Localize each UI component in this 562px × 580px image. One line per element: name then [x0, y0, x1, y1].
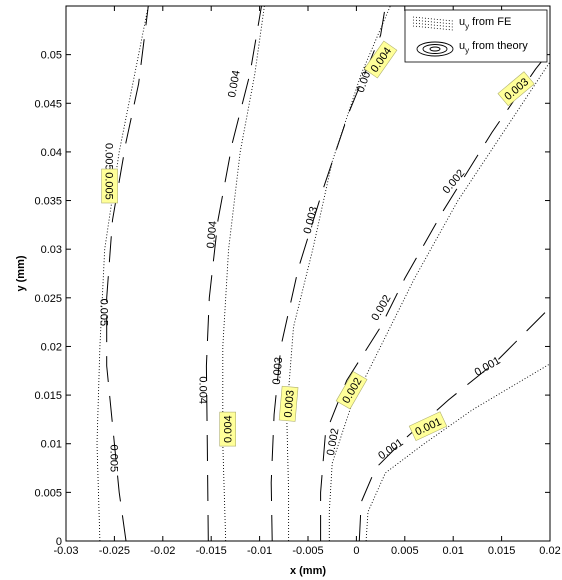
- x-tick-label: 0: [353, 545, 359, 557]
- x-tick-label: -0.025: [99, 545, 130, 557]
- x-tick-label: -0.03: [53, 545, 78, 557]
- x-tick-label: 0.005: [391, 545, 419, 557]
- legend-dotted-stroke: [412, 19, 454, 25]
- theory-contour-0.002: [320, 50, 550, 541]
- y-tick-label: 0.025: [34, 293, 62, 305]
- y-tick-label: 0.04: [41, 147, 62, 159]
- contour-label-group: 0.001: [408, 411, 448, 442]
- legend: uy from FE uy from theory: [404, 9, 548, 63]
- contour-label: 0.002: [441, 167, 468, 196]
- legend-dotted-stroke: [412, 22, 454, 28]
- legend-ellipse: [416, 41, 454, 57]
- contour-label-highlight: [219, 411, 236, 447]
- contour-label: 0.004: [197, 376, 209, 404]
- plot-frame: [65, 5, 551, 542]
- contour-label: 0.002: [325, 427, 342, 456]
- contour-label: 0.004: [205, 220, 219, 248]
- x-tick-label: 0.02: [539, 545, 560, 557]
- contour-label: 0.001: [473, 355, 503, 379]
- contour-label-group: 0.005: [107, 445, 119, 473]
- theory-contour-0.005: [106, 6, 149, 541]
- contour-label: 0.005: [103, 143, 115, 171]
- contour-label: 0.003: [282, 390, 296, 418]
- y-tick-label: 0.045: [34, 98, 62, 110]
- contour-label: 0.005: [103, 172, 115, 200]
- contour-label-group: 0.005: [98, 299, 110, 327]
- contour-label-group: 0.003: [278, 385, 299, 422]
- legend-swatch-fe: [412, 16, 454, 31]
- x-tick-label: 0.01: [442, 545, 463, 557]
- y-tick-label: 0.005: [34, 487, 62, 499]
- legend-dotted-stroke: [412, 16, 454, 22]
- x-tick-label: 0.015: [488, 545, 516, 557]
- contour-label-group: 0.005: [101, 168, 118, 204]
- contour-label-group: 0.002: [335, 371, 368, 410]
- contour-label-highlight: [335, 371, 368, 410]
- contour-label-highlight: [363, 40, 398, 79]
- y-tick-label: 0.015: [34, 390, 62, 402]
- fe-contour-0.002: [328, 61, 550, 541]
- theory-contour-0.004: [205, 6, 262, 541]
- fe-contour-0.005: [96, 6, 149, 541]
- y-tick-label: 0.02: [41, 341, 62, 353]
- contour-label-group: 0.002: [441, 167, 468, 196]
- contour-label-group: 0.004: [205, 220, 219, 248]
- theory-contour-0.001: [358, 306, 550, 541]
- contour-label-highlight: [278, 385, 299, 422]
- contour-label: 0.004: [226, 69, 243, 98]
- y-tick-label: 0: [56, 536, 62, 548]
- x-tick-label: -0.01: [247, 545, 272, 557]
- y-tick-label: 0.03: [41, 244, 62, 256]
- contour-label-highlight: [101, 168, 118, 204]
- x-tick-label: -0.005: [292, 545, 323, 557]
- contour-label-group: 0.003: [497, 71, 535, 107]
- contour-label-highlight: [408, 411, 448, 442]
- contour-label: 0.001: [376, 437, 405, 463]
- contour-label-group: 0.004: [219, 411, 236, 447]
- contour-label-group: 0.003: [271, 357, 285, 385]
- contour-label-highlight: [497, 71, 535, 107]
- legend-entry-label: uy from theory: [459, 40, 528, 55]
- contour-labels: 0.0050.0050.0050.0050.0040.0040.0040.004…: [98, 40, 535, 473]
- contour-label-group: 0.005: [103, 143, 115, 171]
- legend-ellipse: [422, 44, 448, 54]
- contour-label-group: 0.001: [376, 437, 405, 463]
- contour-label: 0.003: [271, 357, 285, 385]
- contour-label-group: 0.003: [302, 205, 321, 235]
- legend-entry-label: uy from FE: [459, 16, 511, 31]
- x-tick-label: -0.015: [196, 545, 227, 557]
- contour-label: 0.003: [302, 205, 321, 235]
- axes: -0.03 -0.025 -0.02 -0.015 -0.01 -0.005 0 0.005 0…: [15, 5, 561, 577]
- legend-dotted-stroke: [412, 25, 454, 31]
- y-tick-label: 0.035: [34, 196, 62, 208]
- x-axis-label: x (mm): [290, 565, 326, 577]
- legend-ellipse: [429, 46, 441, 52]
- x-tick-label: -0.02: [150, 545, 175, 557]
- legend-swatch-theory: [416, 41, 454, 57]
- contour-label: 0.005: [98, 299, 110, 327]
- contour-label: 0.004: [223, 415, 235, 443]
- fe-contour-0.001: [365, 363, 550, 541]
- contour-label-group: 0.004: [197, 376, 209, 404]
- y-axis-label: y (mm): [15, 255, 27, 291]
- contour-label-group: 0.002: [325, 427, 342, 456]
- contour-label-group: 0.004: [226, 69, 243, 98]
- contour-label: 0.005: [107, 445, 119, 473]
- fe-contour-0.003: [286, 6, 391, 541]
- contour-lines: [96, 6, 550, 541]
- y-tick-label: 0.01: [41, 439, 62, 451]
- y-tick-label: 0.05: [41, 50, 62, 62]
- contour-label-group: 0.004: [363, 40, 398, 79]
- contour-label-group: 0.001: [473, 355, 503, 379]
